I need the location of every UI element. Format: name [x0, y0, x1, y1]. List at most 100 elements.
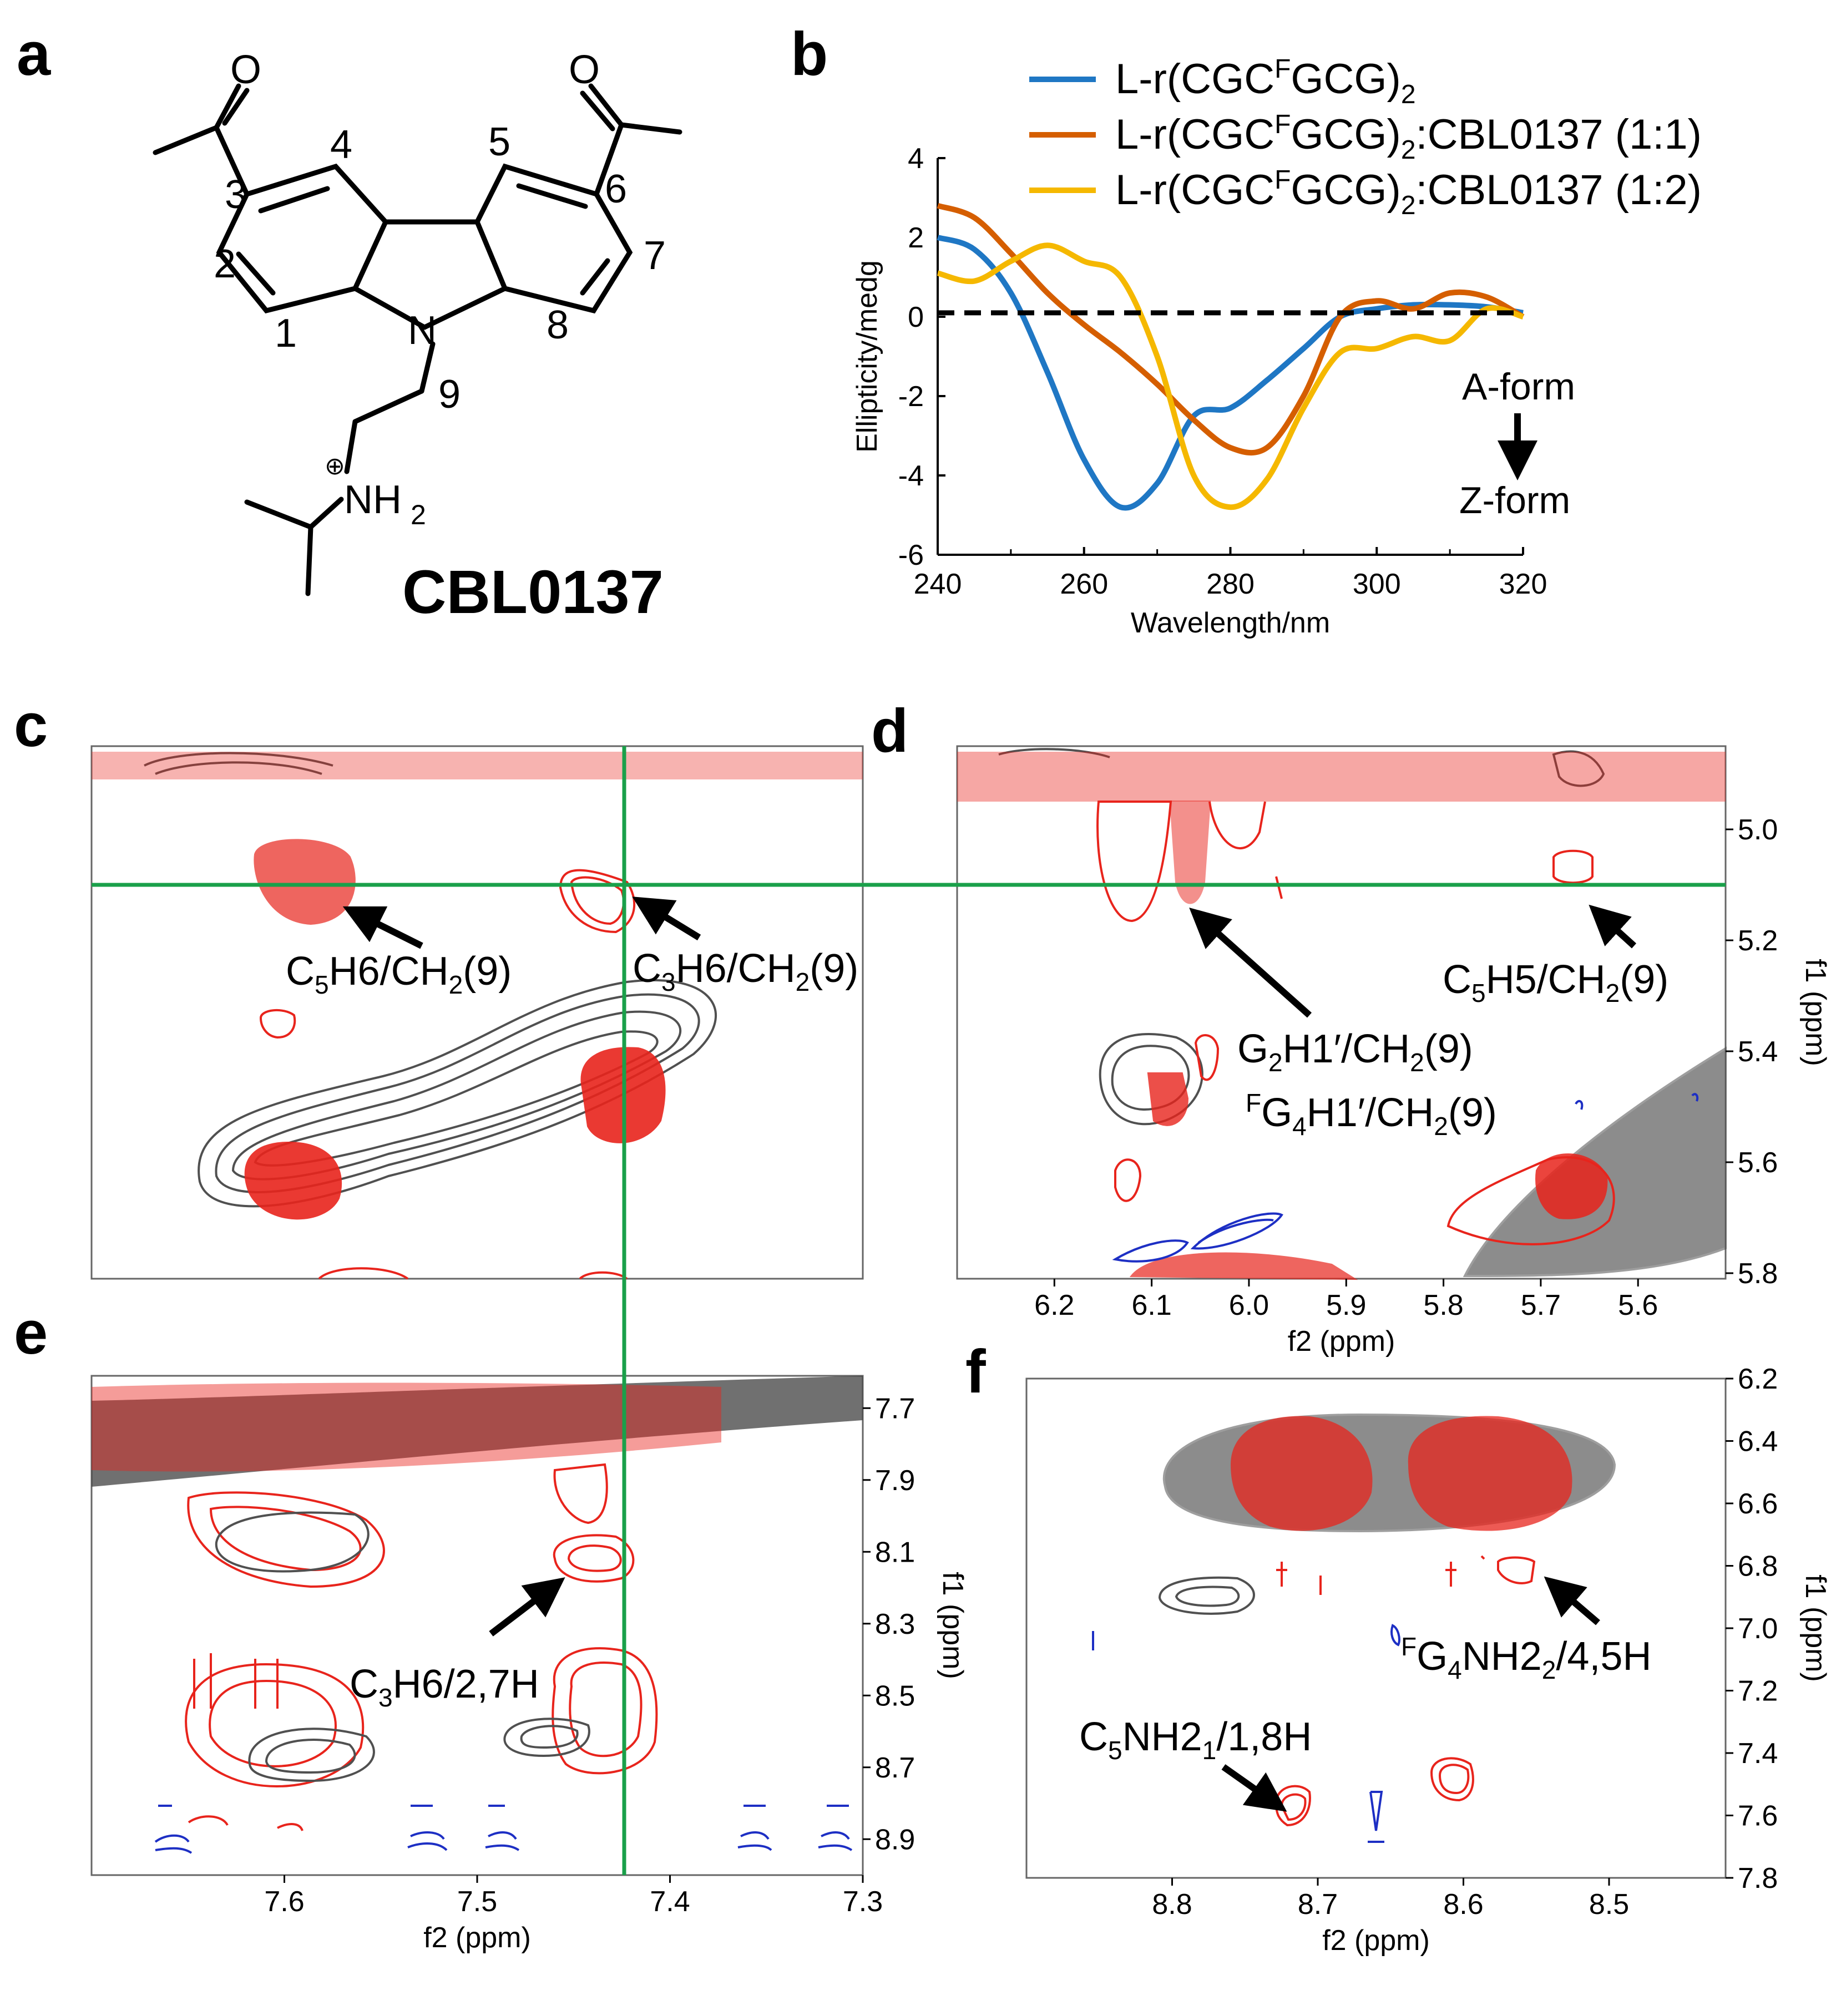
x-tick-label: 6.1 [1131, 1289, 1171, 1321]
atom-label-7: 7 [644, 234, 666, 278]
panel-e-grey-contours [215, 1511, 590, 1782]
atom-label-3: 3 [225, 173, 247, 217]
panel-e-red-contours [185, 1463, 658, 1831]
x-tick-label: 240 [914, 568, 962, 600]
annotation-z-form: Z-form [1459, 479, 1570, 521]
y-tick-label: 5.0 [1738, 814, 1778, 846]
y-axis-label: Ellipticity/medg [851, 260, 883, 453]
x-tick-label: 5.8 [1423, 1289, 1463, 1321]
y-axis-label: f1 (ppm) [1799, 1574, 1831, 1682]
x-axis-label: f2 (ppm) [1322, 1924, 1430, 1957]
y-axis-label: f1 (ppm) [1799, 959, 1831, 1066]
x-tick-label: 6.0 [1229, 1289, 1269, 1321]
annotation-c5nh2-18h: C5NH21/1,8H [1079, 1715, 1312, 1765]
x-tick-label: 8.8 [1152, 1888, 1192, 1921]
atom-label-9: 9 [438, 372, 461, 417]
y-tick-label: 6.8 [1738, 1551, 1778, 1583]
y-tick-label: 8.9 [875, 1823, 915, 1856]
y-tick-label: 7.7 [875, 1392, 915, 1425]
panel-label-c: c [14, 691, 48, 759]
panel-e: e [14, 1299, 969, 1954]
green-guide-lines [92, 746, 1726, 1875]
annotation-c5h5-ch29: C5H5/CH2(9) [1443, 958, 1668, 1007]
annotation-g2h1-ch29: G2H1′/CH2(9) [1237, 1027, 1473, 1077]
panel-c: c C5H6/CH2(9) C3H6/CH2(9) [14, 691, 864, 1280]
x-tick-label: 280 [1206, 568, 1255, 600]
x-tick-label: 7.4 [650, 1886, 690, 1918]
y-tick-label: 6.4 [1738, 1426, 1778, 1458]
panel-label-e: e [14, 1299, 48, 1367]
x-tick-label: 5.6 [1618, 1289, 1658, 1321]
atom-label-8: 8 [547, 303, 569, 347]
annotation-fg4nh2-45h: FG4NH22/4,5H [1401, 1632, 1651, 1684]
arrow-d2 [1189, 907, 1312, 1018]
atom-label-1: 1 [275, 311, 297, 356]
arrow-c1 [342, 906, 423, 949]
x-tick-label: 5.7 [1521, 1289, 1561, 1321]
panel-b: b L-r(CGCFGCG)2 L-r(CGCFGCG)2:CBL0137 (1… [791, 20, 1702, 639]
legend-entry-2: L-r(CGCFGCG)2:CBL0137 (1:1) [1115, 110, 1702, 165]
y-tick-label: 7.9 [875, 1465, 915, 1497]
y-tick-label: 5.4 [1738, 1036, 1778, 1068]
x-tick-label: 260 [1060, 568, 1108, 600]
panel-e-blue-contours [154, 1805, 853, 1854]
arrow-c2 [632, 896, 701, 941]
y-tick-label: 0 [908, 301, 924, 333]
x-axis-label: Wavelength/nm [1131, 607, 1330, 639]
y-tick-label: 5.2 [1738, 925, 1778, 957]
arrow-f2 [1221, 1764, 1287, 1812]
y-tick-label: 4 [908, 143, 924, 175]
x-axis-label: f2 (ppm) [423, 1922, 531, 1954]
y-tick-label: 8.1 [875, 1536, 915, 1568]
panel-label-d: d [871, 697, 908, 765]
panel-c-red-contours [92, 752, 863, 1280]
series-line-2 [937, 202, 1525, 456]
y-tick-label: 7.6 [1738, 1800, 1778, 1832]
x-tick-label: 8.7 [1298, 1888, 1338, 1921]
y-axis-label: f1 (ppm) [937, 1572, 969, 1679]
panel-f-red-contours [1230, 1416, 1572, 1827]
x-tick-label: 8.5 [1589, 1888, 1629, 1921]
y-tick-label: 6.2 [1738, 1363, 1778, 1395]
atom-nh: NH [344, 478, 402, 522]
y-tick-label: -4 [898, 460, 924, 492]
x-tick-label: 5.9 [1326, 1289, 1366, 1321]
atom-o-right: O [569, 48, 600, 92]
panel-label-a: a [17, 20, 51, 88]
y-tick-label: 5.6 [1738, 1147, 1778, 1179]
x-tick-label: 8.6 [1443, 1888, 1483, 1921]
panel-f: f 8.8 8.7 8.6 8.5 f2 (ppm) 6.2 6.4 6.6 6.8 7.0 7.2… [965, 1338, 1831, 1957]
panel-c-frame [90, 745, 864, 1280]
cd-chart: 240 260 280 300 320 4 2 0 -2 -4 -6 Wavelength/nm Ell… [851, 143, 1547, 639]
y-tick-label: -2 [898, 381, 924, 413]
arrow-f1 [1544, 1576, 1600, 1625]
panel-e-top-band [92, 1376, 863, 1487]
atom-o-left: O [230, 48, 261, 92]
panel-d-axes: 6.2 6.1 6.0 5.9 5.8 5.7 5.6 f2 (ppm) 5.0 5.2 5.4 5.… [1034, 814, 1831, 1357]
x-axis-label: f2 (ppm) [1288, 1325, 1395, 1357]
panel-c-grey-contours [144, 752, 717, 1208]
arrow-d1 [1589, 904, 1637, 949]
panel-label-b: b [791, 20, 828, 88]
panel-d: d 6.2 6. [871, 697, 1831, 1357]
atom-nh-sub: 2 [411, 499, 426, 530]
arrow-e1 [489, 1577, 565, 1637]
y-tick-label: 7.8 [1738, 1862, 1778, 1895]
cbl0137-structure [153, 83, 682, 596]
y-tick-label: 8.3 [875, 1608, 915, 1640]
atom-label-5: 5 [488, 120, 510, 164]
atom-n: N [408, 308, 437, 353]
y-tick-label: 7.2 [1738, 1675, 1778, 1708]
x-tick-label: 6.2 [1034, 1289, 1074, 1321]
legend: L-r(CGCFGCG)2 L-r(CGCFGCG)2:CBL0137 (1:1… [1029, 54, 1702, 220]
panel-a: a [17, 20, 682, 626]
y-tick-label: 8.7 [875, 1752, 915, 1784]
x-tick-label: 7.5 [457, 1886, 497, 1918]
panel-e-axes: 7.6 7.5 7.4 7.3 f2 (ppm) 7.7 7.9 8.1 8.3 8.5 8.7 8.… [264, 1392, 969, 1954]
panel-label-f: f [965, 1338, 986, 1406]
panel-f-axes: 8.8 8.7 8.6 8.5 f2 (ppm) 6.2 6.4 6.6 6.8 7.0 7.2 7.… [1152, 1363, 1831, 1957]
series-line-3 [937, 242, 1524, 510]
y-tick-label: -6 [898, 539, 924, 571]
atom-label-6: 6 [605, 167, 627, 211]
